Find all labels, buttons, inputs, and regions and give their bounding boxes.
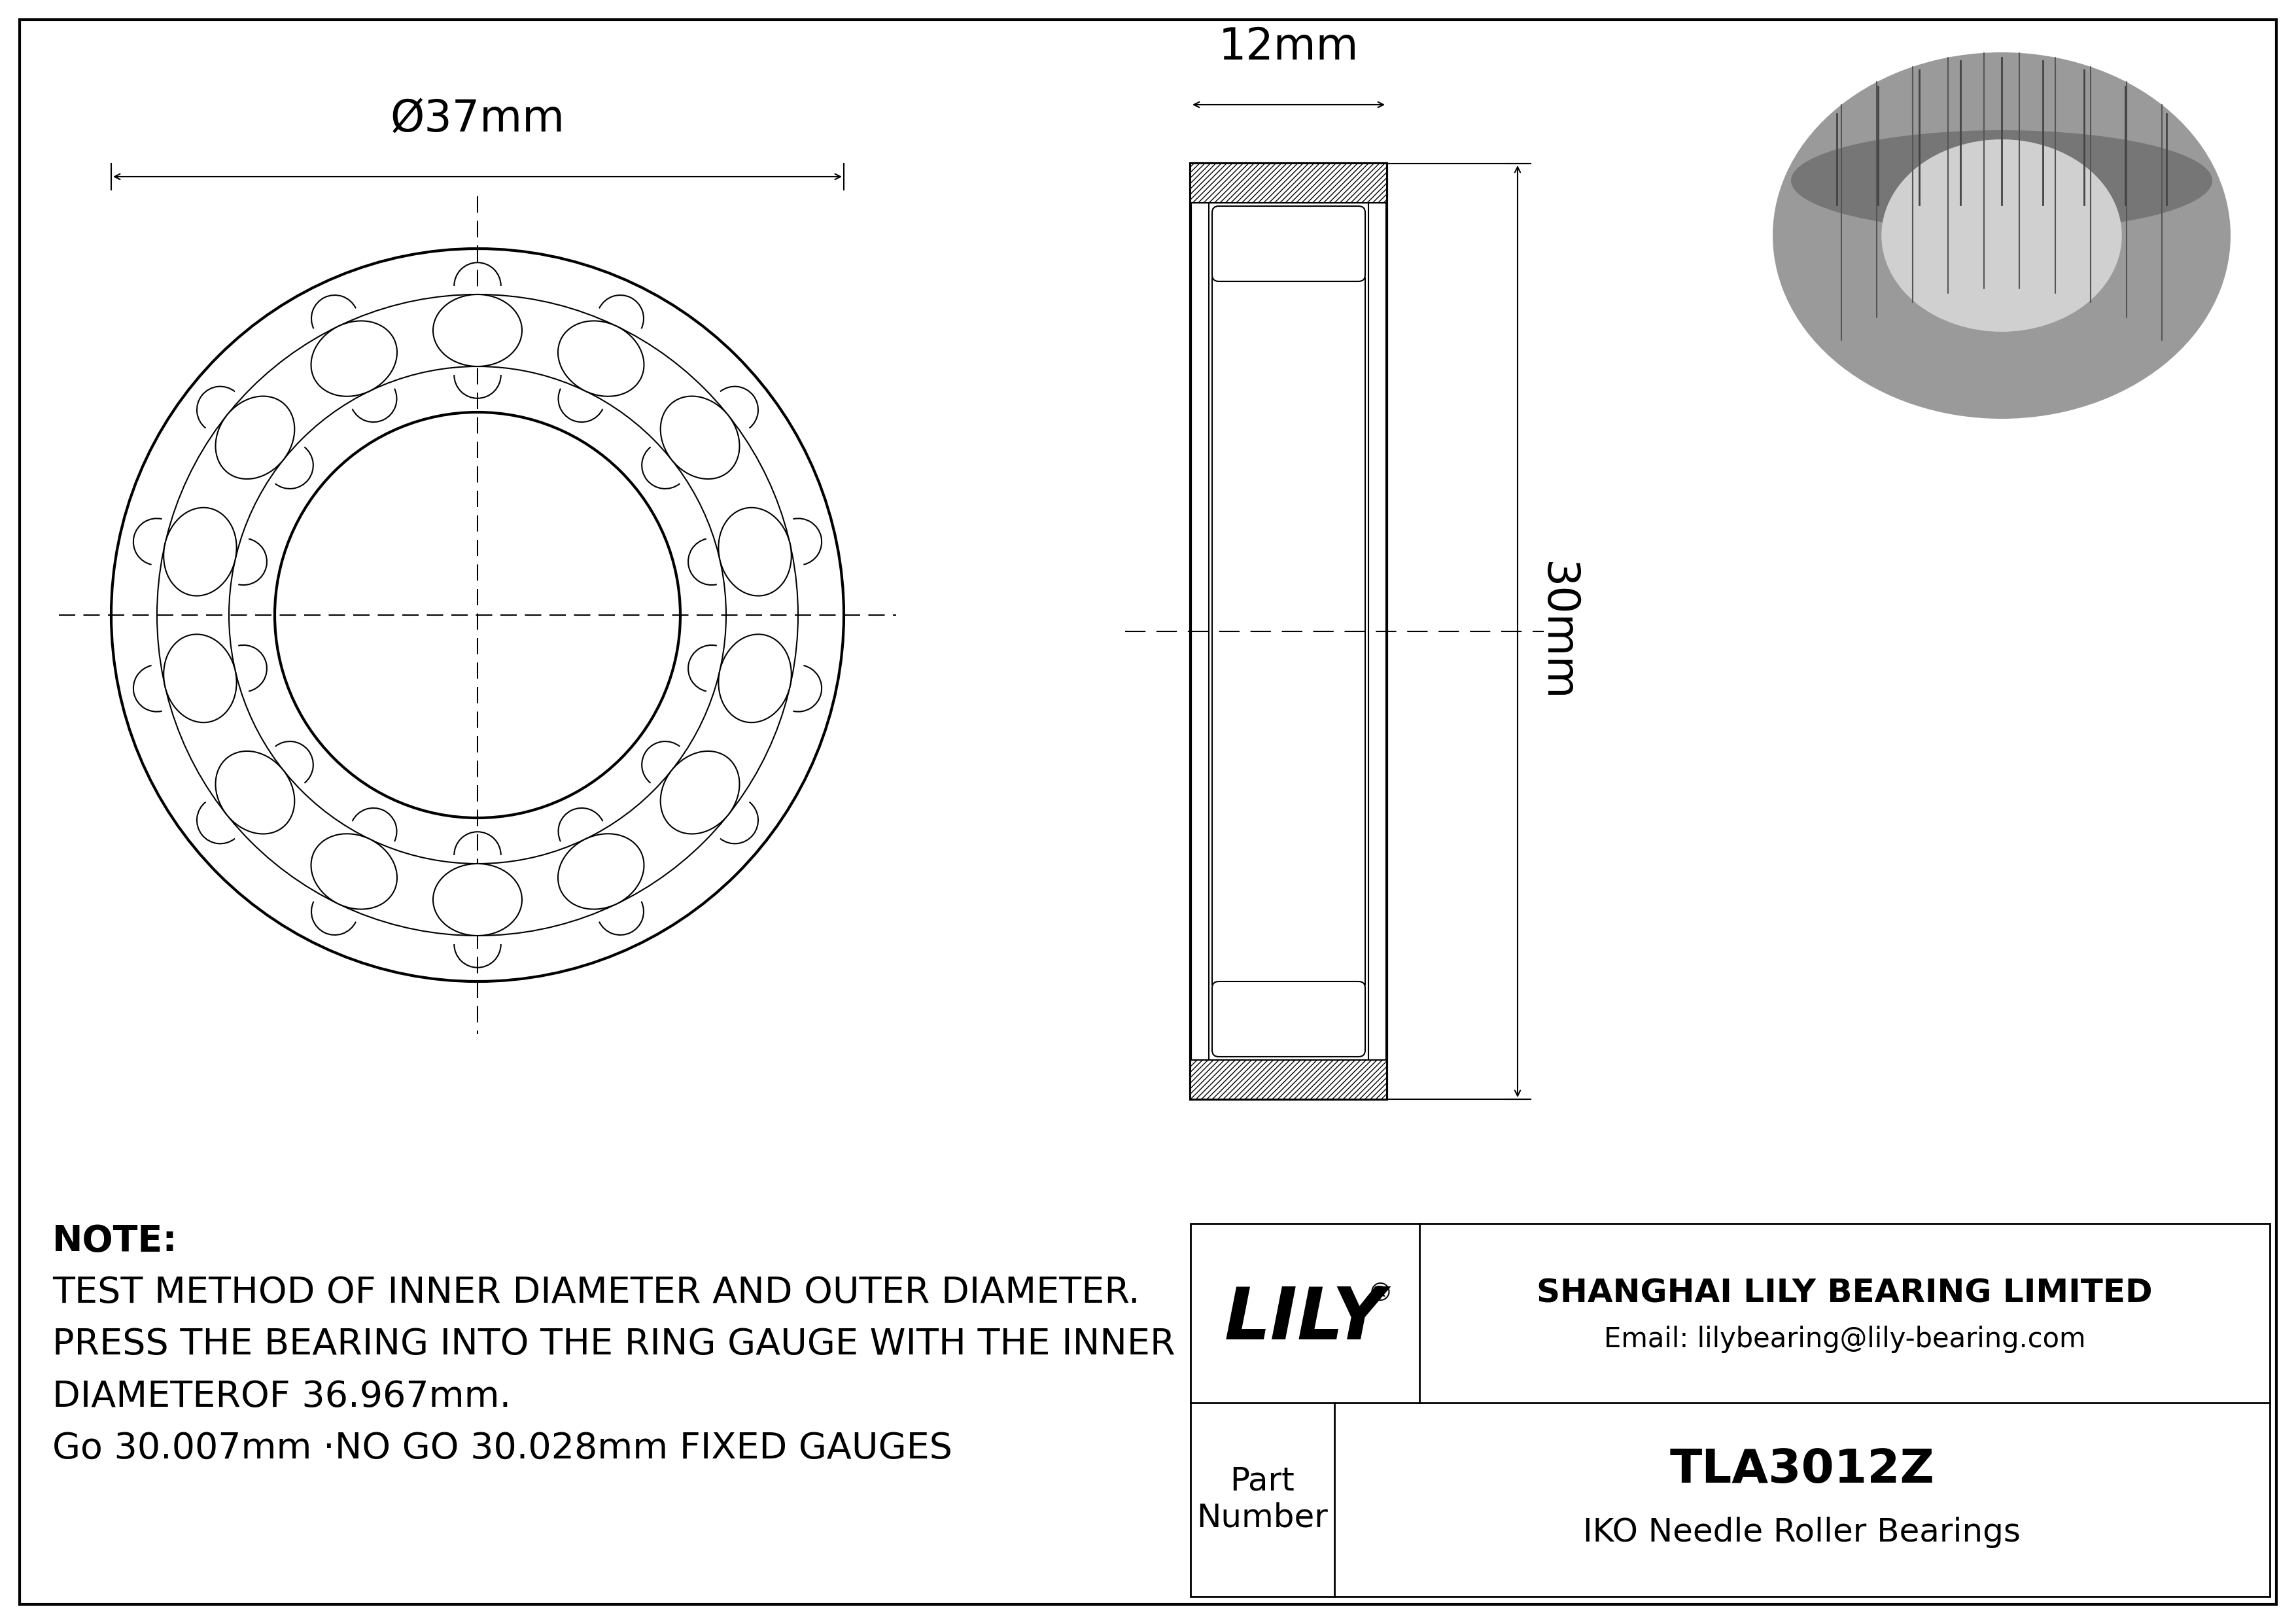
Ellipse shape [719, 508, 792, 596]
Text: 12mm: 12mm [1219, 26, 1359, 68]
Text: NOTE:: NOTE: [53, 1223, 177, 1259]
Ellipse shape [719, 635, 792, 723]
Ellipse shape [434, 294, 521, 367]
Text: TLA3012Z: TLA3012Z [1669, 1447, 1936, 1492]
Ellipse shape [558, 322, 643, 396]
Text: LILY: LILY [1224, 1285, 1384, 1354]
Ellipse shape [310, 833, 397, 909]
Ellipse shape [163, 508, 236, 596]
Ellipse shape [1887, 145, 2117, 326]
Ellipse shape [1791, 130, 2213, 231]
Text: TEST METHOD OF INNER DIAMETER AND OUTER DIAMETER.: TEST METHOD OF INNER DIAMETER AND OUTER … [53, 1275, 1139, 1311]
Text: ®: ® [1368, 1281, 1394, 1306]
Text: IKO Needle Roller Bearings: IKO Needle Roller Bearings [1584, 1517, 2020, 1548]
Ellipse shape [661, 752, 739, 833]
Ellipse shape [163, 635, 236, 723]
Text: PRESS THE BEARING INTO THE RING GAUGE WITH THE INNER: PRESS THE BEARING INTO THE RING GAUGE WI… [53, 1327, 1176, 1363]
Bar [1192, 164, 1387, 203]
Ellipse shape [434, 864, 521, 935]
Text: Part
Number: Part Number [1196, 1465, 1327, 1533]
Ellipse shape [216, 396, 294, 479]
Ellipse shape [558, 833, 643, 909]
Ellipse shape [310, 322, 397, 396]
Text: Go 30.007mm ·NO GO 30.028mm FIXED GAUGES: Go 30.007mm ·NO GO 30.028mm FIXED GAUGES [53, 1431, 953, 1466]
Ellipse shape [1773, 52, 2232, 419]
Ellipse shape [661, 396, 739, 479]
FancyBboxPatch shape [1212, 981, 1366, 1057]
Ellipse shape [216, 752, 294, 833]
Ellipse shape [1880, 140, 2122, 331]
Text: 30mm: 30mm [1536, 562, 1577, 702]
Text: Email: lilybearing@lily-bearing.com: Email: lilybearing@lily-bearing.com [1605, 1325, 2085, 1353]
Text: Ø37mm: Ø37mm [390, 97, 565, 141]
Text: SHANGHAI LILY BEARING LIMITED: SHANGHAI LILY BEARING LIMITED [1536, 1278, 2154, 1309]
Text: DIAMETEROF 36.967mm.: DIAMETEROF 36.967mm. [53, 1379, 512, 1415]
FancyBboxPatch shape [1212, 206, 1366, 281]
Bar [1192, 1223, 2271, 1596]
Bar [1192, 1060, 1387, 1099]
Bar [1192, 164, 1387, 1099]
